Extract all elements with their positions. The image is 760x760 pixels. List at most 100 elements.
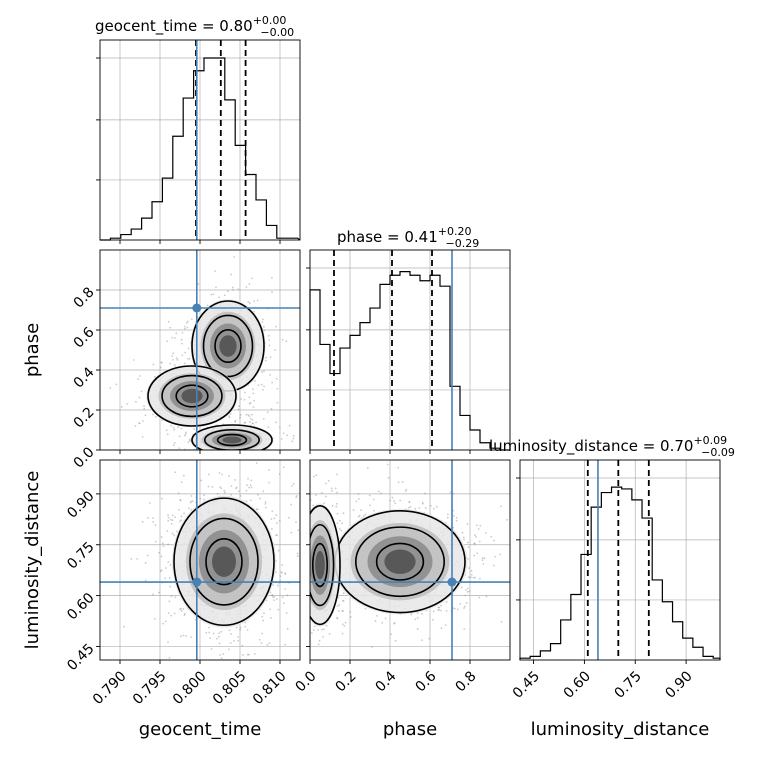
scatter-point	[262, 318, 264, 321]
scatter-point	[307, 541, 309, 543]
scatter-point	[306, 530, 308, 532]
scatter-point	[237, 408, 240, 411]
scatter-point	[240, 398, 243, 400]
scatter-point	[173, 428, 176, 431]
scatter-point	[207, 473, 210, 476]
scatter-point	[184, 433, 187, 435]
scatter-point	[203, 494, 205, 497]
scatter-point	[341, 632, 344, 635]
scatter-point	[170, 595, 173, 598]
scatter-point	[275, 514, 278, 516]
scatter-point	[168, 600, 171, 603]
scatter-point	[432, 507, 435, 510]
scatter-point	[349, 610, 352, 613]
scatter-point	[303, 591, 305, 593]
scatter-point	[275, 598, 278, 600]
scatter-point	[167, 543, 170, 546]
scatter-point	[141, 520, 144, 523]
hist-step-luminosity-distance	[519, 486, 721, 660]
scatter-point	[440, 627, 443, 630]
frame-luminosity-distance	[519, 459, 721, 661]
scatter-point	[237, 636, 240, 638]
scatter-point	[243, 422, 246, 424]
scatter-point	[264, 501, 267, 503]
scatter-point	[268, 608, 271, 611]
scatter-point	[248, 282, 251, 285]
scatter-point	[219, 653, 222, 656]
scatter-point	[269, 373, 271, 376]
scatter-point	[278, 426, 281, 429]
scatter-point	[253, 300, 256, 302]
scatter-point	[281, 571, 283, 574]
scatter-point	[285, 612, 288, 615]
scatter-point	[330, 487, 333, 490]
scatter-point	[384, 617, 387, 620]
scatter-point	[282, 466, 285, 469]
scatter-point	[468, 590, 471, 593]
scatter-point	[187, 441, 190, 444]
scatter-point	[336, 491, 338, 494]
scatter-point	[273, 517, 276, 520]
scatter-point	[237, 288, 240, 291]
scatter-point	[464, 605, 466, 608]
scatter-point	[317, 628, 319, 631]
scatter-point	[185, 322, 188, 324]
scatter-point	[305, 629, 307, 631]
xtick-label-luminosity-distance-1: 0.60	[561, 668, 594, 701]
scatter-point	[292, 437, 295, 440]
scatter-point	[369, 504, 371, 507]
scatter-point	[262, 619, 265, 622]
scatter-point	[256, 508, 259, 511]
scatter-point	[242, 654, 244, 656]
scatter-point	[134, 400, 137, 403]
scatter-point	[370, 645, 373, 648]
scatter-point	[493, 564, 495, 567]
scatter-point	[203, 451, 205, 453]
scatter-point	[169, 326, 171, 329]
scatter-point	[141, 435, 144, 438]
scatter-point	[302, 517, 304, 519]
scatter-point	[310, 632, 313, 634]
scatter-point	[183, 362, 186, 365]
scatter-point	[467, 546, 470, 549]
scatter-point	[267, 426, 270, 429]
scatter-point	[251, 419, 254, 421]
scatter-point	[338, 603, 341, 606]
scatter-point	[172, 352, 175, 355]
scatter-point	[474, 576, 476, 579]
scatter-point	[179, 498, 182, 501]
scatter-point	[306, 626, 308, 628]
xtick-label-phase-4: 0.8	[453, 668, 480, 695]
scatter-point	[158, 551, 160, 554]
scatter-point	[292, 482, 295, 485]
scatter-point	[208, 626, 210, 629]
scatter-point	[230, 273, 232, 276]
scatter-point	[190, 461, 192, 463]
scatter-point	[268, 338, 271, 341]
xtick-label-geocent-time-4: 0.810	[250, 668, 290, 708]
scatter-point	[188, 357, 191, 360]
scatter-point	[475, 536, 477, 538]
scatter-point	[249, 453, 251, 455]
scatter-point	[257, 493, 259, 496]
scatter-point	[225, 458, 227, 460]
scatter-point	[474, 534, 476, 537]
scatter-point	[181, 331, 184, 334]
scatter-point	[166, 433, 169, 436]
frame-phase-vs-luminosity-distance	[309, 459, 511, 661]
scatter-point	[190, 636, 193, 638]
scatter-point	[223, 294, 226, 297]
scatter-point	[302, 549, 304, 551]
scatter-point	[169, 564, 172, 566]
scatter-point	[447, 513, 449, 516]
scatter-point	[307, 593, 309, 595]
scatter-point	[233, 640, 235, 642]
scatter-point	[238, 451, 240, 453]
scatter-point	[223, 491, 226, 494]
scatter-point	[306, 575, 308, 577]
scatter-point	[189, 501, 192, 504]
scatter-point	[223, 489, 226, 492]
scatter-point	[134, 425, 137, 427]
scatter-point	[187, 347, 190, 350]
scatter-point	[387, 476, 390, 479]
